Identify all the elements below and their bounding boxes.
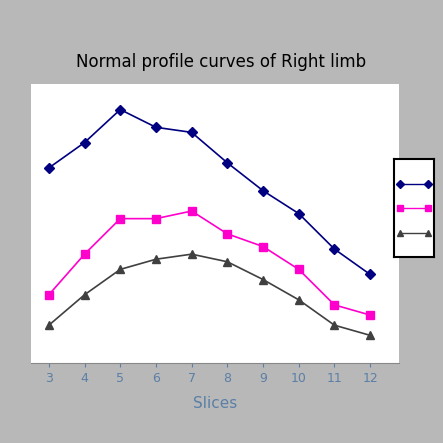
X-axis label: Slices: Slices — [193, 396, 237, 412]
Text: Normal profile curves of Right limb: Normal profile curves of Right limb — [77, 53, 366, 71]
